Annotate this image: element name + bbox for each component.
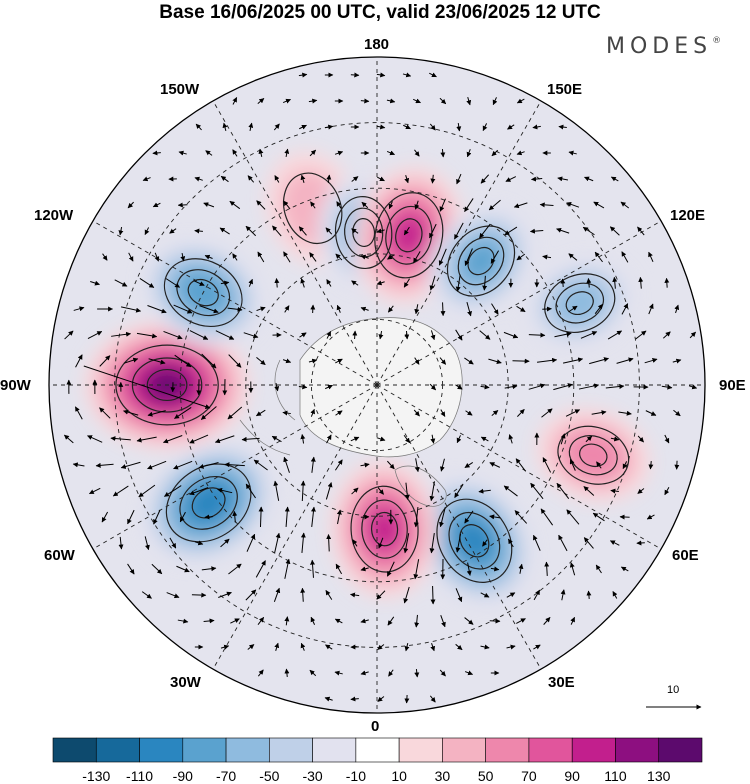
colorbar-segment [356, 738, 399, 762]
colorbar-segment [442, 738, 485, 762]
lon-label-120e: 120E [670, 207, 705, 224]
wind-arrow [205, 517, 213, 518]
colorbar-segment [659, 738, 702, 762]
lon-label-60e: 60E [672, 547, 699, 564]
colorbar-tick-label: -10 [346, 768, 366, 784]
colorbar-tick-label: -70 [216, 768, 236, 784]
wind-arrow [192, 595, 206, 596]
colorbar-tick-label: 70 [521, 768, 537, 784]
colorbar-tick-label: 90 [564, 768, 580, 784]
wind-arrow [355, 331, 356, 339]
colorbar-segment [269, 738, 312, 762]
colorbar-segment [140, 738, 183, 762]
wind-arrow [153, 153, 161, 154]
wind-arrow [637, 543, 645, 544]
wind-arrow [361, 517, 369, 518]
colorbar-segment [615, 738, 658, 762]
colorbar-tick-label: -110 [126, 768, 153, 784]
lon-label-150e: 150E [547, 81, 582, 98]
colorbar-tick-label: 130 [647, 768, 670, 784]
colorbar-segment [53, 738, 96, 762]
wind-arrow [406, 331, 407, 339]
lon-label-90e: 90E [719, 377, 746, 394]
wind-arrow [542, 309, 551, 310]
lon-label-30w: 30W [170, 674, 201, 691]
lon-label-120w: 120W [34, 207, 73, 224]
colorbar-segment [486, 738, 529, 762]
colorbar-segment [313, 738, 356, 762]
colorbar-segment [572, 738, 615, 762]
colorbar-tick-label: 50 [478, 768, 494, 784]
colorbar-segment [529, 738, 572, 762]
lon-label-150w: 150W [160, 81, 199, 98]
wind-arrow [512, 361, 529, 362]
colorbar-segment [96, 738, 139, 762]
reference-vector-value: 10 [667, 684, 679, 696]
wind-arrow [443, 302, 444, 315]
colorbar-tick-label: -90 [173, 768, 193, 784]
colorbar-tick-label: 30 [435, 768, 451, 784]
colorbar-segment [399, 738, 442, 762]
wind-arrow [433, 586, 434, 604]
lon-label-180: 180 [364, 36, 389, 53]
colorbar-tick-label: 10 [391, 768, 407, 784]
colorbar [53, 738, 702, 762]
colorbar-segment [183, 738, 226, 762]
colorbar-tick-label: -30 [302, 768, 322, 784]
colorbar-segment [226, 738, 269, 762]
lon-label-90w: 90W [0, 377, 31, 394]
wind-arrow [529, 335, 545, 336]
lon-label-0: 0 [371, 718, 379, 735]
wind-arrow [351, 75, 359, 76]
lon-label-60w: 60W [44, 547, 75, 564]
colorbar-tick-label: -130 [82, 768, 110, 784]
lon-label-30e: 30E [548, 674, 575, 691]
colorbar-tick-label: -50 [259, 768, 279, 784]
colorbar-tick-label: 110 [604, 768, 626, 784]
wind-arrow [667, 278, 668, 287]
wind-arrow [620, 517, 630, 518]
